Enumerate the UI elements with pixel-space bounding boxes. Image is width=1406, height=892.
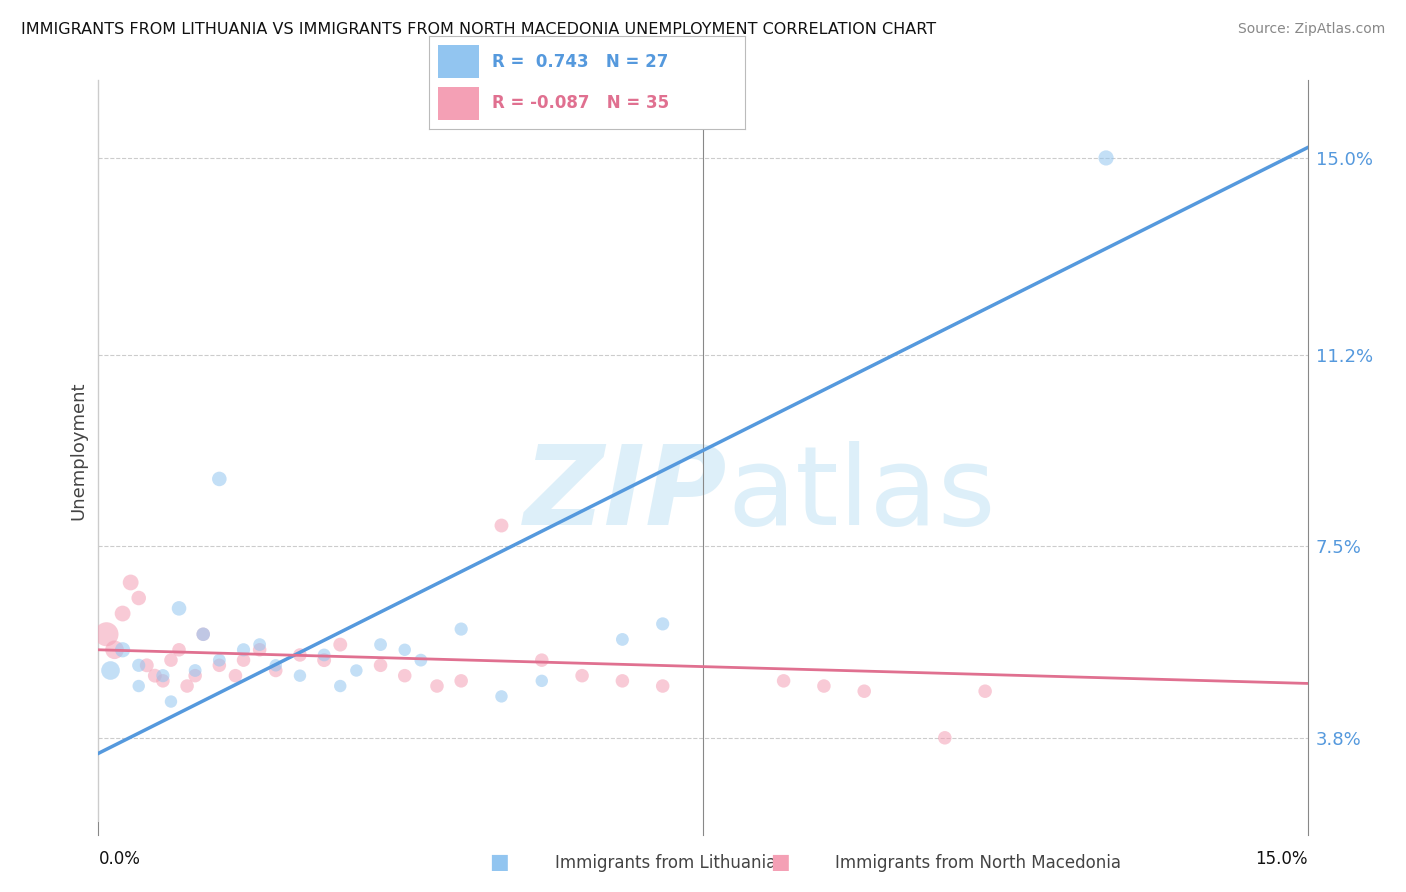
Point — [1095, 151, 1118, 165]
Point — [120, 575, 142, 590]
Text: atlas: atlas — [727, 442, 995, 549]
Point — [232, 642, 254, 657]
Point — [160, 695, 183, 709]
Point — [111, 642, 134, 657]
Text: 0.0%: 0.0% — [98, 850, 141, 868]
Point — [249, 638, 271, 652]
Bar — [439, 87, 479, 120]
Point — [135, 658, 157, 673]
Point — [167, 642, 190, 657]
Point — [571, 668, 593, 682]
Text: Immigrants from Lithuania: Immigrants from Lithuania — [555, 855, 776, 872]
Point — [813, 679, 835, 693]
Point — [329, 679, 352, 693]
Point — [934, 731, 956, 745]
Point — [249, 642, 271, 657]
Point — [394, 668, 416, 682]
Text: ■: ■ — [770, 853, 790, 872]
Point — [426, 679, 449, 693]
Point — [450, 622, 472, 636]
Point — [193, 627, 215, 641]
Text: Immigrants from North Macedonia: Immigrants from North Macedonia — [835, 855, 1121, 872]
Y-axis label: Unemployment: Unemployment — [69, 381, 87, 520]
Point — [314, 648, 336, 662]
Point — [176, 679, 198, 693]
Point — [96, 627, 118, 641]
Point — [288, 648, 311, 662]
Point — [193, 627, 215, 641]
Bar — [439, 45, 479, 78]
Text: 15.0%: 15.0% — [1256, 850, 1308, 868]
Point — [314, 653, 336, 667]
Point — [450, 673, 472, 688]
Point — [612, 632, 634, 647]
Point — [370, 658, 392, 673]
Text: ■: ■ — [489, 853, 509, 872]
Point — [232, 653, 254, 667]
Text: ZIP: ZIP — [523, 442, 727, 549]
Point — [184, 664, 207, 678]
Point — [288, 668, 311, 682]
Point — [143, 668, 166, 682]
Point — [128, 591, 150, 605]
Point — [128, 658, 150, 673]
Point — [103, 642, 125, 657]
Point — [409, 653, 432, 667]
Point — [530, 673, 553, 688]
Point — [208, 653, 231, 667]
Point — [530, 653, 553, 667]
Point — [152, 668, 174, 682]
Point — [100, 664, 122, 678]
Point — [974, 684, 997, 698]
Point — [224, 668, 246, 682]
Point — [344, 664, 367, 678]
Point — [772, 673, 794, 688]
Point — [612, 673, 634, 688]
Point — [394, 642, 416, 657]
Text: R = -0.087   N = 35: R = -0.087 N = 35 — [492, 95, 669, 112]
Point — [651, 679, 673, 693]
Text: Source: ZipAtlas.com: Source: ZipAtlas.com — [1237, 22, 1385, 37]
Point — [208, 472, 231, 486]
Point — [264, 664, 287, 678]
Point — [651, 616, 673, 631]
Point — [167, 601, 190, 615]
Text: R =  0.743   N = 27: R = 0.743 N = 27 — [492, 53, 668, 70]
Point — [208, 658, 231, 673]
Point — [160, 653, 183, 667]
Point — [491, 690, 513, 704]
Point — [128, 679, 150, 693]
Point — [329, 638, 352, 652]
Point — [264, 658, 287, 673]
Point — [370, 638, 392, 652]
Point — [152, 673, 174, 688]
Point — [853, 684, 876, 698]
Point — [491, 518, 513, 533]
Point — [184, 668, 207, 682]
Point — [111, 607, 134, 621]
Text: IMMIGRANTS FROM LITHUANIA VS IMMIGRANTS FROM NORTH MACEDONIA UNEMPLOYMENT CORREL: IMMIGRANTS FROM LITHUANIA VS IMMIGRANTS … — [21, 22, 936, 37]
